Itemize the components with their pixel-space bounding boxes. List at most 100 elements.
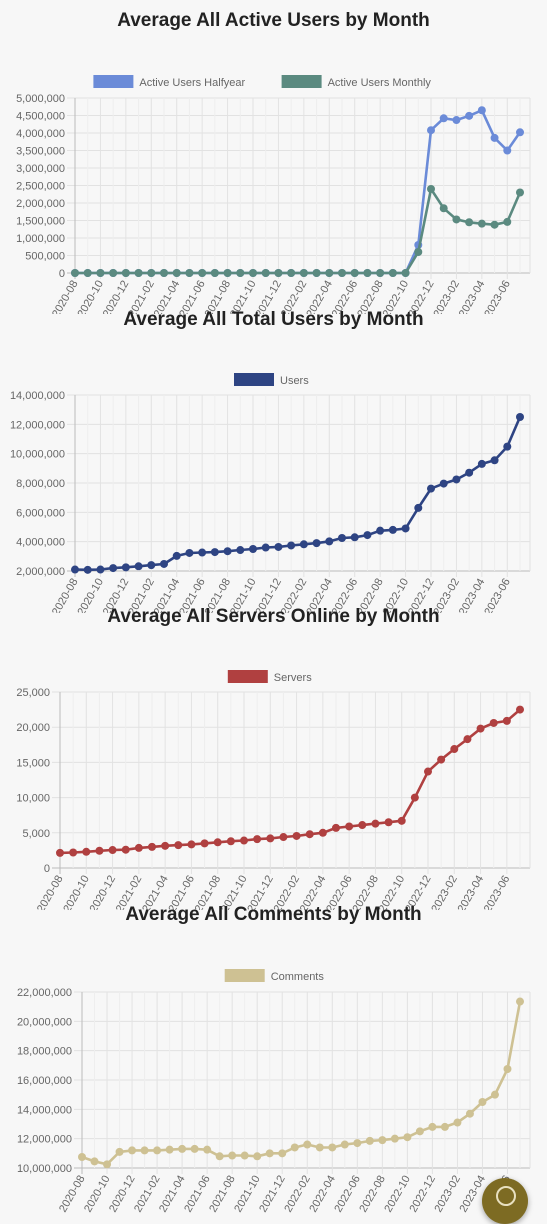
data-point[interactable]: [210, 269, 219, 277]
floating-action-button[interactable]: [482, 1178, 528, 1224]
data-point[interactable]: [490, 133, 499, 142]
data-point[interactable]: [384, 818, 393, 827]
data-point[interactable]: [261, 269, 270, 277]
data-point[interactable]: [325, 269, 334, 277]
data-point[interactable]: [290, 1143, 299, 1152]
data-point[interactable]: [190, 1144, 199, 1153]
data-point[interactable]: [388, 525, 397, 534]
data-point[interactable]: [69, 848, 78, 857]
data-point[interactable]: [299, 540, 308, 549]
data-point[interactable]: [476, 724, 485, 733]
data-point[interactable]: [71, 269, 79, 277]
data-point[interactable]: [463, 735, 472, 744]
data-point[interactable]: [365, 1136, 374, 1145]
data-point[interactable]: [465, 111, 474, 120]
data-point[interactable]: [172, 551, 181, 560]
data-point[interactable]: [148, 842, 156, 851]
data-point[interactable]: [318, 828, 327, 837]
data-point[interactable]: [215, 1152, 224, 1161]
data-point[interactable]: [305, 830, 314, 839]
data-point[interactable]: [200, 839, 209, 848]
data-point[interactable]: [363, 531, 372, 540]
data-point[interactable]: [108, 846, 117, 855]
data-point[interactable]: [134, 269, 143, 277]
data-point[interactable]: [83, 269, 92, 277]
data-point[interactable]: [236, 269, 245, 277]
data-point[interactable]: [261, 543, 270, 552]
data-point[interactable]: [198, 548, 207, 557]
data-point[interactable]: [516, 705, 524, 714]
data-point[interactable]: [203, 1145, 212, 1154]
data-point[interactable]: [249, 545, 257, 553]
data-point[interactable]: [287, 541, 296, 550]
data-point[interactable]: [358, 821, 367, 830]
data-point[interactable]: [477, 219, 486, 228]
data-point[interactable]: [172, 269, 181, 277]
data-point[interactable]: [415, 1127, 424, 1136]
data-point[interactable]: [478, 1098, 487, 1106]
data-point[interactable]: [450, 745, 459, 754]
data-point[interactable]: [338, 269, 346, 277]
data-point[interactable]: [312, 539, 321, 548]
data-point[interactable]: [503, 217, 512, 226]
data-point[interactable]: [303, 1140, 312, 1149]
data-point[interactable]: [240, 836, 248, 845]
data-point[interactable]: [56, 848, 64, 857]
data-point[interactable]: [160, 269, 168, 277]
data-point[interactable]: [240, 1151, 249, 1160]
data-point[interactable]: [95, 846, 104, 855]
data-point[interactable]: [489, 718, 498, 727]
data-point[interactable]: [140, 1146, 149, 1155]
data-point[interactable]: [401, 269, 410, 277]
data-point[interactable]: [153, 1146, 162, 1155]
data-point[interactable]: [128, 1146, 137, 1155]
data-point[interactable]: [253, 835, 262, 844]
data-point[interactable]: [490, 1090, 499, 1099]
data-point[interactable]: [388, 269, 397, 277]
data-point[interactable]: [477, 459, 486, 468]
data-point[interactable]: [350, 533, 359, 542]
data-point[interactable]: [437, 755, 446, 764]
data-point[interactable]: [345, 822, 354, 831]
data-point[interactable]: [265, 1149, 274, 1158]
data-point[interactable]: [516, 188, 524, 197]
data-point[interactable]: [249, 269, 257, 277]
data-point[interactable]: [490, 456, 499, 465]
data-point[interactable]: [465, 1109, 474, 1118]
data-point[interactable]: [503, 1065, 512, 1073]
data-point[interactable]: [410, 793, 419, 802]
data-point[interactable]: [452, 116, 461, 125]
data-point[interactable]: [453, 1118, 462, 1127]
data-point[interactable]: [424, 767, 432, 776]
data-point[interactable]: [350, 269, 359, 277]
data-point[interactable]: [452, 475, 461, 484]
data-point[interactable]: [503, 146, 512, 155]
data-point[interactable]: [292, 831, 301, 840]
data-point[interactable]: [414, 248, 423, 256]
data-point[interactable]: [223, 269, 232, 277]
data-point[interactable]: [134, 843, 143, 852]
data-point[interactable]: [439, 479, 448, 488]
data-point[interactable]: [82, 847, 91, 856]
data-point[interactable]: [185, 269, 194, 277]
data-point[interactable]: [147, 269, 156, 277]
data-point[interactable]: [427, 126, 435, 135]
data-point[interactable]: [278, 1149, 287, 1158]
data-point[interactable]: [401, 524, 410, 533]
data-point[interactable]: [109, 269, 118, 277]
data-point[interactable]: [503, 442, 512, 451]
data-point[interactable]: [266, 834, 275, 843]
data-point[interactable]: [71, 565, 79, 574]
data-point[interactable]: [397, 816, 406, 825]
data-point[interactable]: [185, 548, 194, 557]
data-point[interactable]: [427, 484, 435, 493]
data-point[interactable]: [274, 269, 283, 277]
data-point[interactable]: [403, 1133, 412, 1142]
data-point[interactable]: [134, 562, 143, 571]
data-point[interactable]: [363, 269, 372, 277]
data-point[interactable]: [121, 269, 130, 277]
data-point[interactable]: [161, 841, 170, 850]
data-point[interactable]: [376, 526, 385, 535]
data-point[interactable]: [299, 269, 308, 277]
data-point[interactable]: [213, 838, 222, 847]
